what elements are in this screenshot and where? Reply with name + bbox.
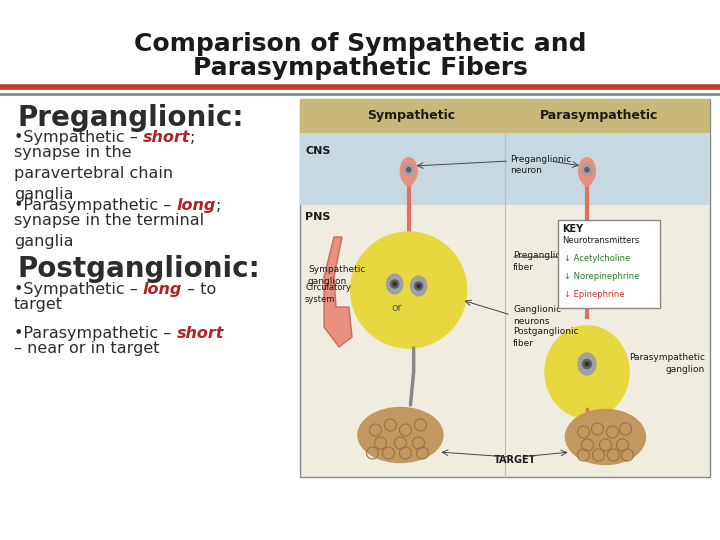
Text: Postganglionic:: Postganglionic: xyxy=(18,255,261,283)
Text: ganglion: ganglion xyxy=(666,364,705,374)
Text: synapse in the terminal
ganglia: synapse in the terminal ganglia xyxy=(14,213,204,249)
Text: Preganglionic: Preganglionic xyxy=(513,251,575,260)
Text: •Parasympathetic –: •Parasympathetic – xyxy=(14,198,176,213)
Text: neuron: neuron xyxy=(510,166,542,175)
Text: KEY: KEY xyxy=(562,224,583,234)
Text: PNS: PNS xyxy=(305,212,330,222)
Bar xyxy=(300,99,710,477)
Text: Postganglionic: Postganglionic xyxy=(513,327,579,336)
Text: Sympathetic: Sympathetic xyxy=(366,110,455,123)
Ellipse shape xyxy=(578,353,596,375)
Text: ;: ; xyxy=(190,130,196,145)
Text: Preganglionic: Preganglionic xyxy=(510,155,571,164)
Text: short: short xyxy=(143,130,190,145)
Text: •Parasympathetic –: •Parasympathetic – xyxy=(14,326,176,341)
Text: target: target xyxy=(14,297,63,312)
Ellipse shape xyxy=(358,408,443,462)
Text: Ganglionic: Ganglionic xyxy=(513,306,561,314)
Text: Neurotransmitters: Neurotransmitters xyxy=(562,236,639,245)
Text: Sympathetic: Sympathetic xyxy=(308,266,365,274)
Text: Circulatory: Circulatory xyxy=(305,282,351,292)
Ellipse shape xyxy=(579,158,595,184)
Circle shape xyxy=(403,164,414,175)
Text: long: long xyxy=(143,282,182,297)
Polygon shape xyxy=(324,237,352,347)
Text: ↓ Epinephrine: ↓ Epinephrine xyxy=(564,290,625,299)
Text: Parasympathetic Fibers: Parasympathetic Fibers xyxy=(192,56,528,80)
Text: fiber: fiber xyxy=(513,340,534,348)
Text: ganglion: ganglion xyxy=(308,278,347,287)
Text: •Sympathetic –: •Sympathetic – xyxy=(14,130,143,145)
Text: •Sympathetic –: •Sympathetic – xyxy=(14,282,143,297)
Text: long: long xyxy=(176,198,216,213)
Text: CNS: CNS xyxy=(305,146,330,156)
Ellipse shape xyxy=(405,175,413,186)
Text: TARGET: TARGET xyxy=(494,455,536,465)
Ellipse shape xyxy=(410,276,427,296)
Text: fiber: fiber xyxy=(513,262,534,272)
Bar xyxy=(300,99,710,133)
Bar xyxy=(300,133,710,205)
Text: neurons: neurons xyxy=(513,316,549,326)
Ellipse shape xyxy=(387,274,402,294)
Text: system: system xyxy=(305,294,336,303)
Circle shape xyxy=(407,167,411,172)
Text: – near or in target: – near or in target xyxy=(14,341,160,356)
Text: Parasympathetic: Parasympathetic xyxy=(540,110,659,123)
Ellipse shape xyxy=(351,232,467,348)
Circle shape xyxy=(585,362,589,366)
Ellipse shape xyxy=(545,326,629,418)
Text: Comparison of Sympathetic and: Comparison of Sympathetic and xyxy=(134,32,586,56)
Bar xyxy=(558,220,660,308)
Text: Parasympathetic: Parasympathetic xyxy=(629,353,705,361)
Ellipse shape xyxy=(582,175,591,186)
Circle shape xyxy=(393,282,396,286)
Text: short: short xyxy=(176,326,224,341)
Text: Preganglionic:: Preganglionic: xyxy=(18,104,245,132)
Text: – to: – to xyxy=(182,282,217,297)
Text: synapse in the
paravertebral chain
ganglia: synapse in the paravertebral chain gangl… xyxy=(14,145,173,202)
Text: ↓ Acetylcholine: ↓ Acetylcholine xyxy=(564,254,631,263)
Circle shape xyxy=(415,282,423,290)
Circle shape xyxy=(390,280,399,288)
Circle shape xyxy=(582,164,593,175)
Text: or: or xyxy=(391,303,402,313)
Circle shape xyxy=(582,360,592,368)
Ellipse shape xyxy=(565,409,645,464)
Text: ↓ Norepinephrine: ↓ Norepinephrine xyxy=(564,272,639,281)
Circle shape xyxy=(417,285,420,288)
Ellipse shape xyxy=(400,158,417,184)
Circle shape xyxy=(585,167,589,172)
Text: ;: ; xyxy=(216,198,221,213)
